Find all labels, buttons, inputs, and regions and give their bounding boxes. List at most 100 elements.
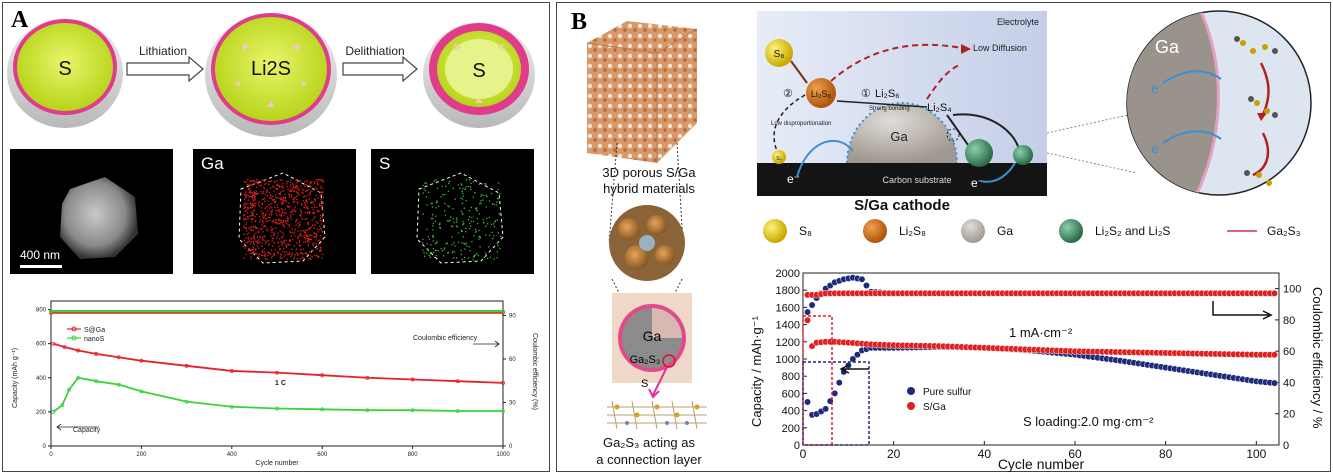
- eds-dot: [470, 220, 472, 223]
- eds-dot: [289, 231, 292, 234]
- eds-dot: [290, 190, 292, 192]
- chart-a-point: [184, 399, 189, 404]
- eds-dot: [272, 234, 275, 237]
- eds-dot: [311, 250, 313, 252]
- eds-dot: [266, 230, 269, 232]
- eds-dot: [287, 206, 289, 208]
- eds-dot: [267, 244, 270, 246]
- eds-dot: [264, 207, 266, 210]
- eds-dot: [255, 202, 257, 204]
- eds-dot: [258, 256, 260, 258]
- eds-dot: [293, 232, 295, 235]
- eds-dot: [262, 220, 264, 223]
- eds-dot: [431, 202, 433, 204]
- eds-dot: [266, 190, 268, 192]
- eds-dot: [321, 205, 324, 207]
- eds-dot: [445, 243, 447, 245]
- chart-b-xtick-label: 20: [887, 447, 901, 461]
- eds-dot: [252, 214, 254, 216]
- eds-dot: [295, 210, 297, 212]
- eds-dot: [448, 220, 450, 222]
- chart-a-point: [116, 382, 121, 387]
- eds-dot: [288, 205, 290, 207]
- eds-dot: [277, 251, 279, 253]
- eds-dot: [467, 219, 470, 221]
- eds-dot: [247, 238, 250, 240]
- eds-dot: [273, 233, 276, 235]
- eds-dot: [287, 224, 289, 226]
- eds-dot: [297, 230, 299, 233]
- eds-dot: [499, 212, 502, 214]
- eds-dot: [422, 249, 424, 251]
- eds-dot: [254, 205, 257, 207]
- scale-bar: [20, 265, 62, 268]
- eds-dot: [310, 181, 313, 183]
- eds-dot: [283, 226, 286, 228]
- eds-dot: [286, 216, 289, 218]
- eds-dot: [297, 192, 299, 194]
- eds-dot: [481, 194, 483, 196]
- eds-dot: [303, 195, 306, 198]
- eds-dot: [243, 217, 245, 220]
- eds-dot: [461, 202, 464, 205]
- eds-dot: [285, 221, 287, 223]
- svg-text:Lithiation: Lithiation: [139, 44, 187, 58]
- eds-dot: [282, 210, 284, 212]
- sem-image: 400 nm: [10, 149, 173, 274]
- eds-dot: [269, 194, 271, 196]
- eds-dot: [303, 234, 305, 236]
- eds-dot: [295, 179, 297, 181]
- eds-dot: [448, 206, 450, 208]
- eds-dot: [290, 179, 292, 181]
- eds-dot: [450, 225, 453, 227]
- eds-dot: [248, 227, 250, 230]
- eds-dot: [253, 242, 255, 244]
- eds-dot: [460, 197, 462, 199]
- eds-dot: [480, 195, 482, 197]
- chart-b-point: [1271, 289, 1278, 297]
- eds-dot: [269, 181, 271, 183]
- li2s6-label: Li₂S₆: [875, 88, 900, 100]
- eds-dot: [423, 188, 425, 190]
- eds-dot: [253, 179, 255, 182]
- legend-ga2s3: Ga₂S₃: [1267, 224, 1301, 238]
- eds-dot: [270, 203, 272, 205]
- chart-a-y2tick-label: 90: [509, 314, 516, 320]
- eds-dot: [299, 257, 302, 260]
- eds-dot: [303, 257, 305, 260]
- legend-li2s8: Li₂S₈: [899, 224, 926, 238]
- eds-dot: [292, 190, 294, 192]
- eds-dot: [268, 191, 270, 194]
- eds-dot: [310, 226, 312, 228]
- eds-dot: [289, 181, 292, 184]
- eds-dot: [243, 245, 245, 248]
- eds-dot: [296, 242, 298, 244]
- eds-dot: [255, 219, 257, 222]
- eds-dot: [312, 200, 314, 203]
- chart-b-ytick-label: 1800: [776, 285, 800, 297]
- eds-dot: [500, 235, 502, 237]
- eds-dot: [246, 194, 248, 196]
- eds-dot: [309, 212, 311, 214]
- eds-dot: [304, 241, 307, 243]
- eds-dot: [277, 184, 279, 186]
- eds-dot: [253, 196, 256, 199]
- eds-dot: [488, 216, 490, 219]
- eds-dot: [274, 194, 277, 196]
- eds-dot: [320, 179, 322, 181]
- eds-dot: [283, 200, 286, 202]
- eds-dot: [271, 211, 273, 213]
- eds-dot: [496, 256, 498, 259]
- eds-dot: [473, 255, 475, 257]
- eds-dot: [309, 192, 311, 194]
- eds-dot: [252, 198, 254, 200]
- mechanism-diagram: Electrolyte Carbon substrate Ga S₈ Li₂S₈…: [757, 11, 1047, 196]
- eds-dot: [496, 219, 498, 221]
- chart-a-series-line: [52, 342, 504, 384]
- eds-dot: [299, 244, 301, 247]
- eds-dot: [456, 219, 458, 221]
- chart-b-point: [853, 351, 861, 359]
- chart-a-point: [365, 375, 370, 380]
- eds-dot: [305, 201, 308, 203]
- eds-dot: [247, 236, 249, 239]
